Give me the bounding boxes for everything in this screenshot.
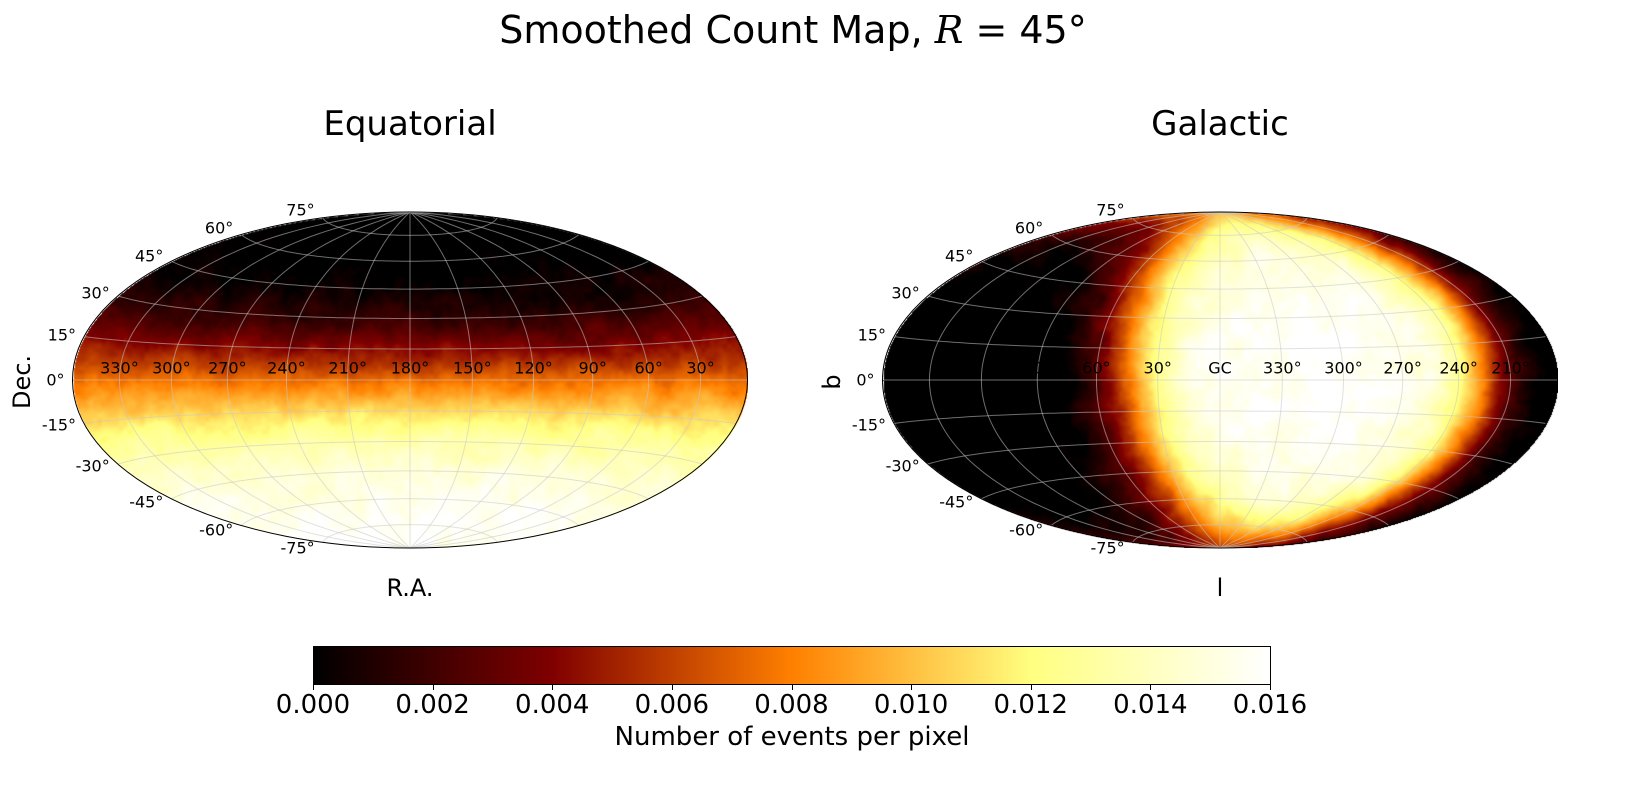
longitude-tick-label: 90° — [1023, 358, 1052, 378]
longitude-tick-label: 210° — [328, 358, 367, 378]
longitude-tick-label: 240° — [1439, 358, 1478, 378]
colorbar-tick-mark — [1270, 685, 1271, 690]
parallel-line — [117, 441, 703, 465]
longitude-tick-label: 330° — [1263, 358, 1302, 378]
parallel-line — [981, 260, 1459, 290]
latitude-tick-label: -15° — [41, 415, 76, 435]
longitude-tick-label: 330° — [100, 358, 139, 378]
parallel-line — [893, 410, 1547, 424]
longitude-tick-label: 300° — [152, 358, 191, 378]
longitude-tick-label: 90° — [578, 358, 607, 378]
colorbar-tick-label: 0.010 — [873, 690, 949, 720]
latitude-tick-label: 75° — [286, 200, 315, 220]
colorbar-tick-mark — [911, 685, 913, 690]
longitude-tick-label: 210° — [1491, 358, 1530, 378]
longitude-tick-label: 120° — [514, 358, 553, 378]
colorbar-tick-mark — [313, 685, 314, 690]
colorbar — [313, 646, 1271, 685]
longitude-tick-label: 150° — [910, 358, 949, 378]
parallel-line — [83, 410, 737, 424]
parallel-line — [893, 336, 1547, 350]
longitude-tick-label: 300° — [1324, 358, 1363, 378]
parallel-line — [117, 295, 703, 319]
latitude-tick-label: 60° — [1014, 218, 1044, 238]
colorbar-tick-label: 0.002 — [395, 690, 470, 720]
figure-title: Smoothed Count Map, R = 45° — [0, 8, 1586, 52]
longitude-tick-label: 150° — [453, 358, 492, 378]
colorbar-tick-mark — [1030, 685, 1032, 690]
parallel-line — [1050, 234, 1390, 262]
colorbar-tick-mark — [791, 685, 793, 690]
equatorial-title: Equatorial — [323, 104, 497, 144]
latitude-tick-label: -15° — [851, 415, 886, 435]
equatorial-ylabel: Dec. — [8, 354, 36, 410]
latitude-tick-label: 60° — [204, 218, 234, 238]
colorbar-tick-label: 0.006 — [634, 690, 710, 720]
galactic-ylabel: b — [818, 374, 846, 390]
colorbar-tick-label: 0.000 — [275, 690, 351, 720]
colorbar-tick-mark — [552, 685, 554, 690]
longitude-tick-label: 30° — [1143, 358, 1172, 378]
colorbar-tick-label: 0.004 — [515, 690, 590, 720]
colorbar-tick-label: 0.008 — [754, 690, 829, 720]
colorbar-tick-mark — [671, 685, 673, 690]
latitude-tick-label: -75° — [1090, 538, 1125, 558]
latitude-tick-label: 30° — [81, 283, 110, 303]
longitude-tick-label: 270° — [1383, 358, 1422, 378]
latitude-tick-label: 15° — [857, 325, 886, 345]
longitude-tick-label: 60° — [1082, 358, 1111, 378]
parallel-line — [1132, 217, 1308, 236]
longitude-tick-label: 180° — [390, 358, 430, 378]
colorbar-tick-label: 0.012 — [993, 690, 1068, 720]
longitude-tick-label: 240° — [267, 358, 306, 378]
longitude-tick-label: 120° — [962, 358, 1001, 378]
colorbar-tick-mark — [432, 685, 434, 690]
parallel-line — [240, 498, 580, 526]
latitude-tick-label: -45° — [939, 492, 974, 512]
colorbar-tick-label: 0.016 — [1232, 690, 1308, 720]
longitude-tick-label: 30° — [686, 358, 715, 378]
map-border — [882, 211, 1558, 549]
latitude-tick-label: 30° — [891, 283, 920, 303]
longitude-tick-label: 60° — [634, 358, 663, 378]
latitude-tick-label: 0° — [856, 370, 875, 390]
galactic-xlabel: l — [1216, 574, 1224, 602]
galactic-title: Galactic — [1151, 104, 1289, 144]
title-suffix: = 45° — [963, 8, 1087, 52]
parallel-line — [927, 295, 1513, 319]
title-variable: R — [934, 8, 964, 52]
latitude-tick-label: 15° — [47, 325, 76, 345]
latitude-tick-label: 45° — [134, 246, 164, 266]
parallel-line — [1050, 498, 1390, 526]
longitude-tick-label: GC — [1208, 358, 1232, 378]
equatorial-xlabel: R.A. — [386, 574, 434, 602]
map-border — [72, 211, 748, 549]
latitude-tick-label: -60° — [1009, 520, 1044, 540]
latitude-tick-label: -45° — [129, 492, 164, 512]
latitude-tick-label: 75° — [1096, 200, 1125, 220]
parallel-line — [322, 524, 498, 543]
colorbar-tick-mark — [1150, 685, 1152, 690]
parallel-line — [240, 234, 580, 262]
latitude-tick-label: 45° — [944, 246, 974, 266]
longitude-tick-label: 270° — [208, 358, 247, 378]
parallel-line — [83, 336, 737, 350]
parallel-line — [171, 470, 649, 500]
parallel-line — [322, 217, 498, 236]
parallel-line — [981, 470, 1459, 500]
title-prefix: Smoothed Count Map, — [499, 8, 935, 52]
parallel-line — [1132, 524, 1308, 543]
latitude-tick-label: -75° — [280, 538, 315, 558]
parallel-line — [171, 260, 649, 290]
latitude-tick-label: -30° — [885, 456, 920, 476]
latitude-tick-label: -60° — [199, 520, 234, 540]
parallel-line — [927, 441, 1513, 465]
colorbar-tick-label: 0.014 — [1113, 690, 1188, 720]
latitude-tick-label: -30° — [75, 456, 110, 476]
latitude-tick-label: 0° — [46, 370, 65, 390]
colorbar-label: Number of events per pixel — [614, 722, 970, 752]
